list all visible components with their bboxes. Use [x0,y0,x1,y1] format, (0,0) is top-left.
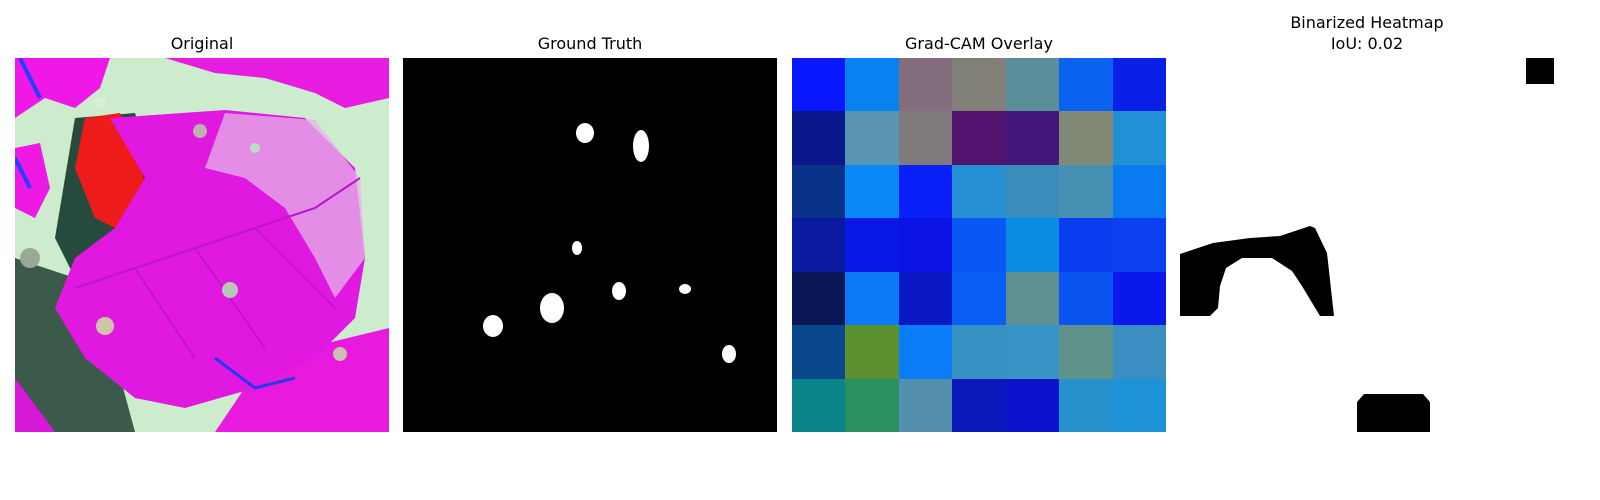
gradcam-cell [898,378,953,432]
gradcam-cell [1059,218,1113,272]
gradcam-cell [845,218,899,272]
gradcam-cell [1059,271,1113,326]
gradcam-title: Grad-CAM Overlay [905,34,1053,53]
gradcam-cell [845,58,899,112]
gradcam-cell [792,218,846,272]
gradcam-cell [792,58,846,112]
gradcam-cell [952,218,1006,272]
gradcam-cell [1059,58,1113,112]
gradcam-cell [845,111,899,165]
gradcam-cell [1005,325,1060,379]
gradcam-cell [1112,378,1166,432]
gradcam-cell [792,111,846,165]
gradcam-cell [898,111,953,165]
gradcam-cell [845,164,899,219]
gradcam-cell [952,271,1006,326]
binarized-heatmap [1180,58,1554,432]
ground-truth-blobs [403,58,777,432]
gradcam-cell [898,58,953,112]
gradcam-cell [898,325,953,379]
ground-truth-mask [403,58,777,432]
gradcam-cell [1112,111,1166,165]
iou-label: IoU: 0.02 [1330,34,1404,53]
gradcam-cell [845,378,899,432]
ground-truth-title: Ground Truth [537,34,643,53]
gradcam-cell [1059,378,1113,432]
gradcam-cell [792,325,846,379]
gradcam-cell [1059,164,1113,219]
gradcam-cell [792,378,846,432]
gradcam-cell [1005,218,1060,272]
gradcam-cell [845,325,899,379]
original-image [15,58,389,432]
gradcam-cell [1005,271,1060,326]
gradcam-cell [952,325,1006,379]
gradcam-cell [952,378,1006,432]
gradcam-cell [845,271,899,326]
gradcam-cell [1112,325,1166,379]
gradcam-grid [792,58,1166,432]
gradcam-cell [1059,325,1113,379]
gradcam-cell [898,164,953,219]
gradcam-cell [1112,218,1166,272]
gradcam-overlay [792,58,1166,432]
leaf-image [15,58,389,432]
binarized-title: Binarized Heatmap [1290,13,1444,32]
gradcam-cell [952,164,1006,219]
gradcam-cell [952,58,1006,112]
gradcam-cell [898,271,953,326]
gradcam-cell [952,111,1006,165]
original-title: Original [170,34,234,53]
gradcam-cell [1112,271,1166,326]
binarized-mask [1180,58,1554,432]
gradcam-cell [898,218,953,272]
gradcam-cell [1112,58,1166,112]
gradcam-cell [1112,164,1166,219]
gradcam-cell [1005,111,1060,165]
gradcam-cell [1005,378,1060,432]
gradcam-cell [792,164,846,219]
gradcam-cell [1059,111,1113,165]
gradcam-cell [1005,58,1060,112]
gradcam-cell [1005,164,1060,219]
gradcam-cell [792,271,846,326]
